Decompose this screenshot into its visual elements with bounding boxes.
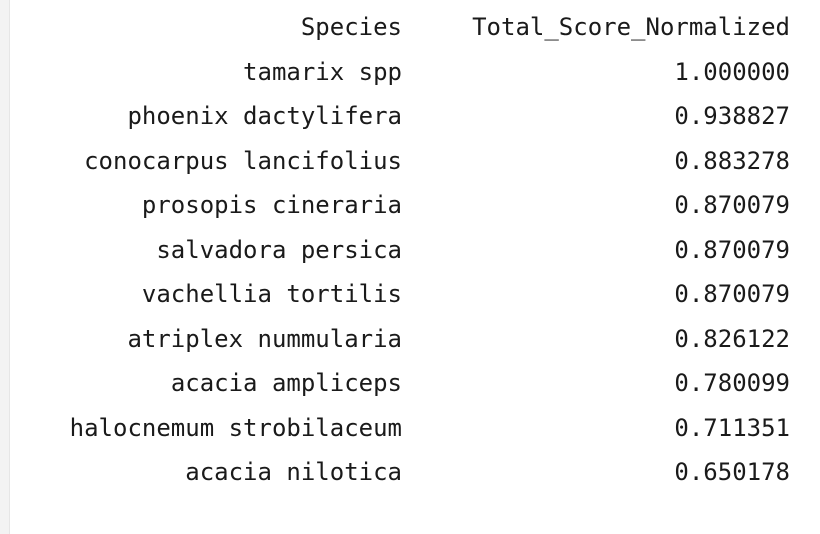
species-cell: conocarpus lancifolius: [84, 146, 402, 175]
score-cell: 0.780099: [674, 369, 790, 398]
species-cell: halocnemum strobilaceum: [69, 413, 402, 442]
table-row: halocnemum strobilaceum 0.711351: [0, 406, 800, 451]
species-cell: vachellia tortilis: [141, 280, 402, 309]
table-row: acacia ampliceps 0.780099: [0, 361, 800, 406]
score-cell: 0.870079: [674, 191, 790, 220]
score-cell: 0.711351: [674, 413, 790, 442]
score-cell: 0.870079: [674, 280, 790, 309]
species-cell: atriplex nummularia: [127, 324, 402, 353]
species-cell: phoenix dactylifera: [127, 102, 402, 131]
column-header-species: Species: [300, 13, 402, 42]
score-cell: 0.870079: [674, 235, 790, 264]
species-cell: acacia ampliceps: [170, 369, 402, 398]
table-row: salvadora persica 0.870079: [0, 228, 800, 273]
table-row: acacia nilotica 0.650178: [0, 450, 800, 495]
table-row: phoenix dactylifera 0.938827: [0, 94, 800, 139]
species-cell: tamarix spp: [243, 57, 402, 86]
score-cell: 0.938827: [674, 102, 790, 131]
table-row: tamarix spp 1.000000: [0, 50, 800, 95]
score-cell: 1.000000: [674, 57, 790, 86]
species-cell: prosopis cineraria: [141, 191, 402, 220]
column-header-total-score-normalized: Total_Score_Normalized: [472, 13, 790, 42]
species-cell: acacia nilotica: [185, 458, 402, 487]
score-cell: 0.826122: [674, 324, 790, 353]
dataframe-output: Species Total_Score_Normalized tamarix s…: [0, 5, 800, 495]
score-cell: 0.650178: [674, 458, 790, 487]
table-header-row: Species Total_Score_Normalized: [0, 5, 800, 50]
output-gutter: [0, 0, 10, 534]
table-row: conocarpus lancifolius 0.883278: [0, 139, 800, 184]
table-row: prosopis cineraria 0.870079: [0, 183, 800, 228]
score-cell: 0.883278: [674, 146, 790, 175]
table-row: vachellia tortilis 0.870079: [0, 272, 800, 317]
species-cell: salvadora persica: [156, 235, 402, 264]
table-row: atriplex nummularia 0.826122: [0, 317, 800, 362]
